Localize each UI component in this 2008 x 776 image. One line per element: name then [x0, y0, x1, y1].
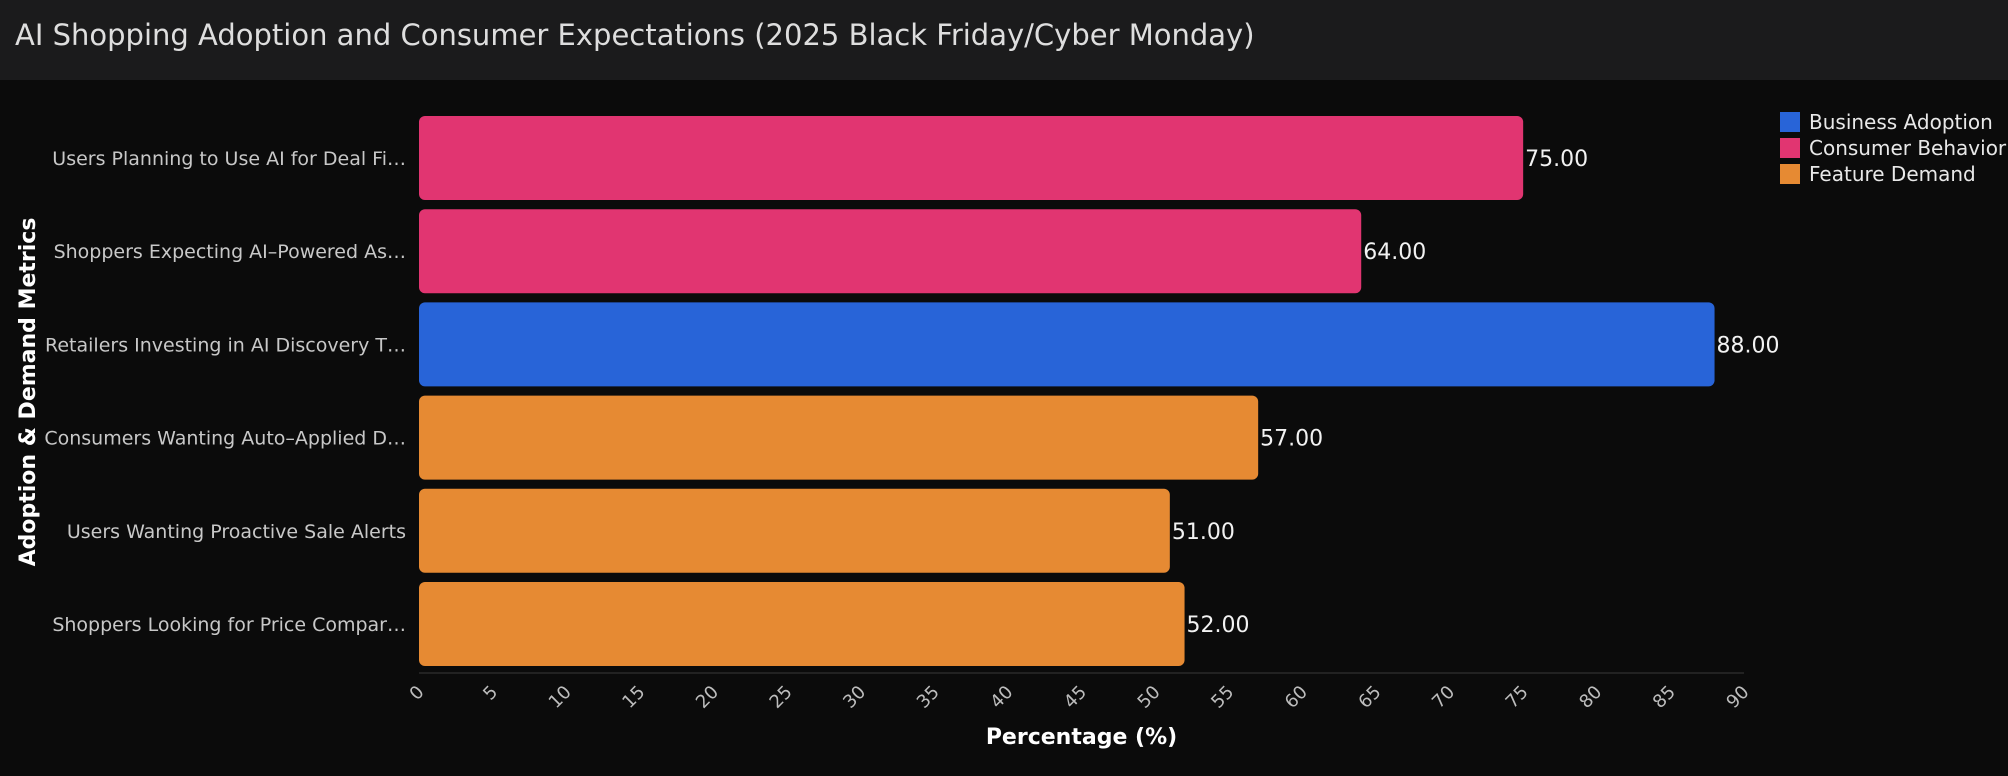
x-tick-label: 20	[692, 682, 723, 713]
x-tick-label: 55	[1207, 682, 1238, 713]
bar	[419, 395, 1259, 480]
x-tick-label: 35	[913, 682, 944, 713]
bar	[419, 488, 1170, 573]
y-axis-title: Adoption & Demand Metrics	[16, 218, 41, 567]
category-label: Shoppers Looking for Price Compar…	[52, 614, 406, 636]
chart-header: AI Shopping Adoption and Consumer Expect…	[0, 0, 2008, 80]
legend-swatch	[1780, 164, 1800, 184]
bar	[419, 209, 1362, 294]
x-tick-label: 25	[766, 682, 797, 713]
chart-title: AI Shopping Adoption and Consumer Expect…	[15, 18, 1255, 52]
bar	[419, 302, 1715, 387]
x-tick-label: 80	[1575, 682, 1606, 713]
x-tick-label: 85	[1649, 682, 1680, 713]
bar-value-label: 52.00	[1187, 613, 1250, 638]
x-tick-label: 70	[1428, 682, 1459, 713]
category-label: Users Wanting Proactive Sale Alerts	[67, 521, 406, 543]
bar-value-label: 88.00	[1717, 333, 1780, 358]
x-tick-label: 15	[618, 682, 649, 713]
legend-label: Business Adoption	[1809, 110, 1993, 134]
x-tick-label: 50	[1134, 682, 1165, 713]
x-tick-label: 60	[1281, 682, 1312, 713]
category-label: Users Planning to Use AI for Deal Fi…	[52, 148, 406, 170]
legend-swatch	[1780, 112, 1800, 132]
x-tick-label: 10	[545, 682, 576, 713]
x-tick-label: 75	[1502, 682, 1533, 713]
bar	[419, 582, 1185, 666]
legend-label: Consumer Behavior	[1809, 136, 2007, 160]
bar-value-label: 51.00	[1172, 520, 1235, 545]
bar	[419, 116, 1524, 200]
x-tick-label: 65	[1354, 682, 1385, 713]
category-label: Consumers Wanting Auto–Applied D…	[44, 428, 406, 450]
x-axis-title: Percentage (%)	[986, 725, 1177, 750]
x-tick-label: 30	[839, 682, 870, 713]
category-label: Shoppers Expecting AI–Powered As…	[54, 241, 406, 263]
legend-swatch	[1780, 138, 1800, 158]
x-tick-label: 0	[406, 682, 429, 705]
x-tick-label: 90	[1722, 682, 1753, 713]
x-tick-label: 40	[986, 682, 1017, 713]
bar-value-label: 57.00	[1260, 427, 1323, 452]
legend-label: Feature Demand	[1809, 162, 1976, 186]
x-tick-label: 45	[1060, 682, 1091, 713]
bar-value-label: 64.00	[1363, 240, 1426, 265]
category-label: Retailers Investing in AI Discovery T…	[45, 334, 406, 356]
bar-value-label: 75.00	[1525, 147, 1588, 172]
x-tick-label: 5	[479, 682, 502, 705]
